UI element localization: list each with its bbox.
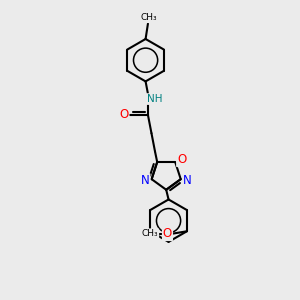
Text: CH₃: CH₃ (142, 229, 158, 238)
Text: N: N (183, 174, 192, 187)
Text: N: N (141, 174, 149, 187)
Text: O: O (177, 153, 186, 166)
Text: NH: NH (147, 94, 162, 104)
Text: O: O (119, 108, 128, 121)
Text: O: O (163, 227, 172, 240)
Text: CH₃: CH₃ (140, 13, 157, 22)
